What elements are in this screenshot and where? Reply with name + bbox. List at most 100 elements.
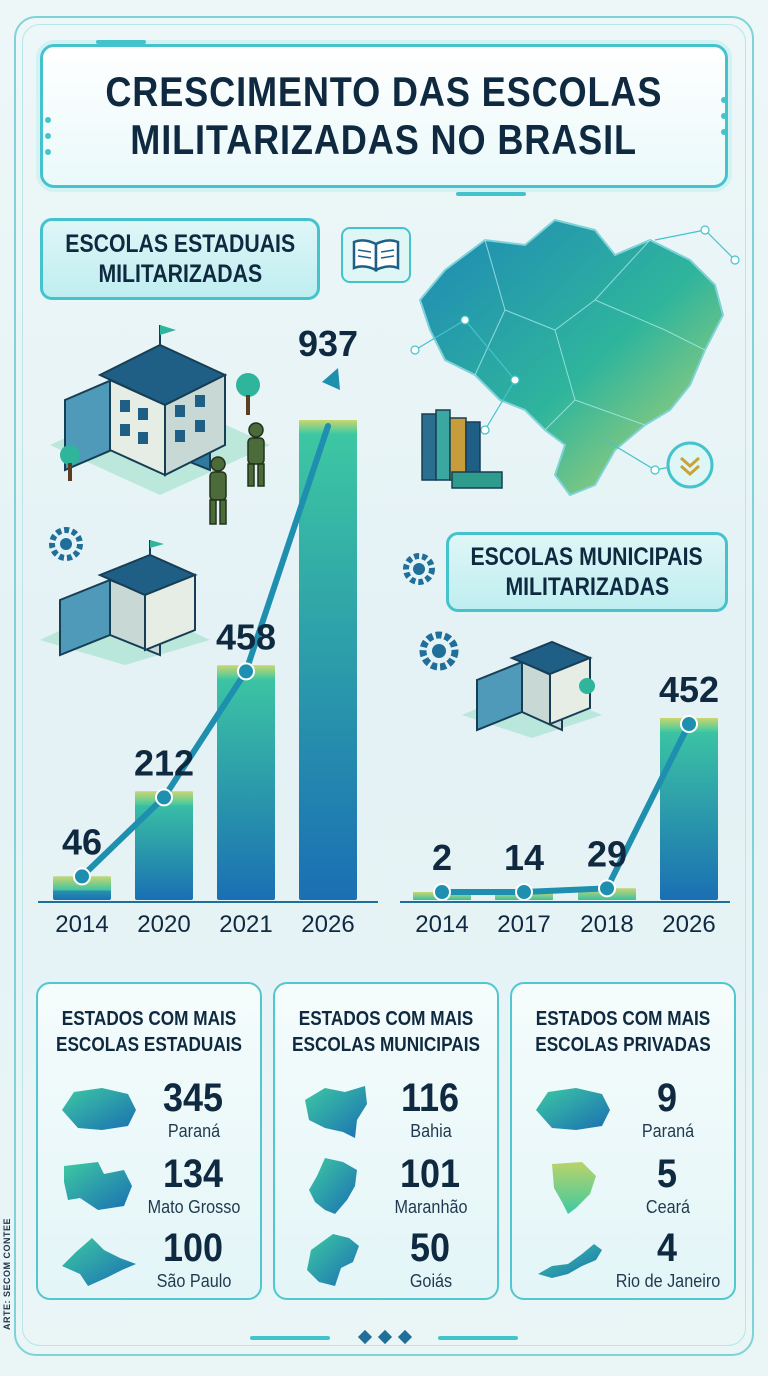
stat-row: 345 Paraná: [38, 1076, 260, 1156]
stat-value: 4: [656, 1226, 678, 1270]
stat-row: 100 São Paulo: [38, 1226, 260, 1306]
stat-state: Goiás: [409, 1271, 453, 1291]
data-label: 2: [432, 837, 452, 878]
bar: [135, 791, 193, 900]
stat-state: Paraná: [167, 1121, 221, 1141]
credit-text: ARTE: SECOM CONTEE: [2, 1217, 12, 1330]
chart-estaduais: 2014 2020 2021 2026 46 212 458 937: [38, 323, 378, 938]
stat-heading-line-1: ESTADOS COM MAIS: [298, 1008, 474, 1030]
stat-row: 5 Ceará: [512, 1152, 734, 1232]
stat-state: Rio de Janeiro: [615, 1271, 721, 1291]
stat-state: São Paulo: [156, 1271, 232, 1291]
title-decoration: [45, 40, 727, 196]
municipais-label-line-1: ESCOLAS MUNICIPAIS: [470, 543, 704, 571]
trend-point: [155, 788, 173, 807]
stat-heading: ESTADOS COM MAIS ESCOLAS MUNICIPAIS: [275, 1006, 497, 1058]
rio-de-janeiro-map-icon: [538, 1244, 602, 1278]
goias-map-icon: [307, 1234, 359, 1286]
inner-frame: [22, 24, 746, 1346]
stat-row: 50 Goiás: [275, 1226, 497, 1306]
ceara-map-icon: [552, 1162, 596, 1214]
brazil-map-icon: [410, 218, 740, 497]
data-label: 937: [298, 323, 358, 364]
trend-point: [515, 883, 533, 901]
title-line-1: CRESCIMENTO DAS ESCOLAS: [105, 68, 663, 115]
trend-point: [598, 879, 616, 898]
stat-value: 345: [162, 1076, 224, 1120]
stat-heading-line-2: ESCOLAS PRIVADAS: [535, 1034, 711, 1056]
stat-row: 4 Rio de Janeiro: [512, 1226, 734, 1306]
stat-state: Bahia: [410, 1121, 452, 1141]
school-building-icon: [462, 640, 602, 738]
stat-value: 100: [162, 1226, 224, 1270]
trend-point: [237, 662, 255, 681]
stat-heading-line-1: ESTADOS COM MAIS: [535, 1008, 711, 1030]
data-label: 452: [659, 669, 719, 710]
charts-canvas: 2014 2020 2021 2026 46 212 458 937 2014 2017 2018…: [38, 323, 730, 938]
books-icon: [421, 409, 503, 489]
stat-value: 9: [656, 1076, 678, 1120]
soldiers-icon: [209, 422, 265, 525]
stat-row: 116 Bahia: [275, 1076, 497, 1156]
mato-grosso-map-icon: [64, 1162, 132, 1210]
stat-row: 9 Paraná: [512, 1076, 734, 1156]
stat-state: Paraná: [641, 1121, 695, 1141]
gear-icon: [403, 553, 435, 585]
trend-point: [680, 715, 698, 733]
stat-box-municipais: ESTADOS COM MAIS ESCOLAS MUNICIPAIS 116 …: [273, 982, 499, 1300]
estaduais-label-line-1: ESCOLAS ESTADUAIS: [65, 230, 295, 258]
bahia-map-icon: [305, 1086, 367, 1138]
stat-heading: ESTADOS COM MAIS ESCOLAS PRIVADAS: [512, 1006, 734, 1058]
tick-label: 2014: [55, 911, 108, 938]
stat-row: 101 Maranhão: [275, 1152, 497, 1232]
bar: [660, 718, 718, 900]
municipais-label: ESCOLAS MUNICIPAIS MILITARIZADAS: [446, 532, 728, 612]
parana-map-icon: [536, 1088, 610, 1130]
trend-point: [433, 883, 451, 901]
bar: [217, 665, 275, 900]
title-banner: CRESCIMENTO DAS ESCOLAS MILITARIZADAS NO…: [40, 44, 728, 188]
trend-point: [73, 867, 91, 886]
tick-label: 2021: [219, 911, 272, 938]
maranhao-map-icon: [309, 1158, 357, 1214]
tick-label: 2017: [497, 911, 550, 938]
bottom-decoration: [250, 1329, 518, 1345]
trend-arrowhead: [322, 368, 340, 390]
stat-value: 5: [656, 1152, 678, 1196]
stat-value: 101: [399, 1152, 461, 1196]
stat-box-estaduais: ESTADOS COM MAIS ESCOLAS ESTADUAIS 345 P…: [36, 982, 262, 1300]
gear-icon: [419, 631, 459, 671]
tick-label: 2020: [137, 911, 190, 938]
stat-state: Mato Grosso: [147, 1197, 241, 1217]
data-label: 14: [504, 837, 544, 878]
tick-label: 2026: [662, 911, 715, 938]
trend-line: [79, 423, 331, 880]
tick-label: 2026: [301, 911, 354, 938]
stat-heading-line-1: ESTADOS COM MAIS: [61, 1008, 237, 1030]
bar: [299, 420, 357, 900]
stat-value: 50: [409, 1226, 451, 1270]
tick-label: 2018: [580, 911, 633, 938]
estaduais-label-line-2: MILITARIZADAS: [98, 260, 262, 288]
stat-value: 116: [400, 1076, 460, 1120]
gear-icon: [49, 527, 83, 561]
outer-frame: [14, 16, 754, 1356]
stat-state: Maranhão: [394, 1197, 468, 1217]
title-line-2: MILITARIZADAS NO BRASIL: [130, 116, 638, 163]
data-label: 46: [62, 821, 102, 862]
municipais-label-line-2: MILITARIZADAS: [505, 573, 669, 601]
parana-map-icon: [62, 1088, 136, 1130]
stat-heading-line-2: ESCOLAS MUNICIPAIS: [292, 1034, 480, 1056]
stat-box-privadas: ESTADOS COM MAIS ESCOLAS PRIVADAS 9 Para…: [510, 982, 736, 1300]
open-book-icon: [341, 227, 411, 283]
badge-icon: [666, 441, 714, 489]
data-label: 458: [216, 616, 276, 657]
stat-value: 134: [162, 1152, 224, 1196]
estaduais-label: ESCOLAS ESTADUAIS MILITARIZADAS: [40, 218, 320, 300]
sao-paulo-map-icon: [62, 1238, 136, 1286]
stat-row: 134 Mato Grosso: [38, 1152, 260, 1232]
school-building-icon: [40, 540, 210, 665]
trend-line: [439, 721, 692, 895]
stat-state: Ceará: [645, 1197, 691, 1217]
tick-label: 2014: [415, 911, 468, 938]
